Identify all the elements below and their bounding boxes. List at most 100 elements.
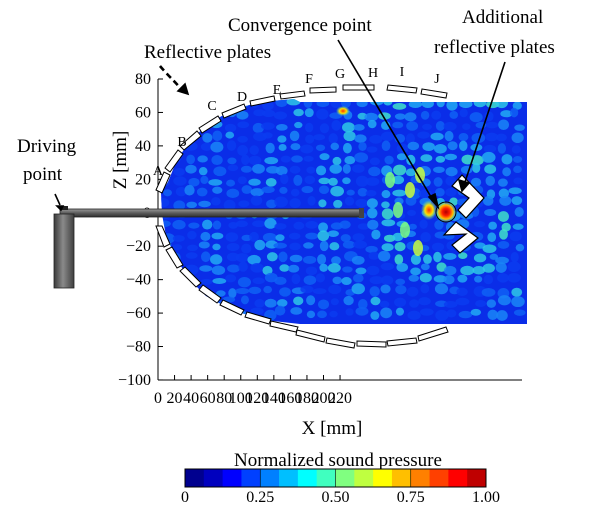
field-highlight (405, 182, 415, 198)
field-blob (459, 140, 468, 152)
x-tick-label: 40 (183, 390, 199, 407)
field-blob (248, 286, 262, 295)
field-blob (185, 300, 197, 308)
field-blob (184, 184, 195, 196)
field-blob (495, 262, 507, 273)
field-blob (471, 132, 486, 143)
field-blob (434, 220, 444, 230)
field-blob (227, 157, 237, 165)
field-blob (380, 262, 395, 271)
convergence-arrowhead (427, 192, 440, 210)
field-blob (381, 243, 394, 252)
transducer-cylinder (53, 213, 75, 289)
plate-letter-g: G (335, 67, 345, 82)
field-blob (301, 185, 314, 194)
field-blob (352, 233, 365, 242)
field-blob (237, 176, 247, 185)
field-blob (163, 142, 174, 151)
field-blob (280, 173, 289, 185)
field-blob (482, 263, 495, 273)
field-blob (511, 296, 525, 308)
field-blob (328, 284, 342, 295)
x-tick-label: 100 (229, 390, 253, 407)
field-blob (200, 175, 209, 185)
field-blob (392, 121, 404, 129)
convergence-hotspot (435, 201, 457, 223)
field-blob (384, 155, 394, 165)
field-blob (342, 177, 351, 185)
field-blob (344, 156, 356, 165)
field-blob (250, 195, 263, 206)
field-blob (408, 100, 423, 109)
field-blob (248, 155, 262, 166)
field-blob (340, 234, 351, 242)
field-blob (249, 145, 259, 156)
field-blob (407, 209, 417, 216)
field-blob (240, 295, 249, 305)
field-blob (161, 129, 171, 141)
plate-letters: AB C D E F G H I J (153, 65, 440, 179)
field-blob (370, 296, 381, 306)
field-blob (380, 275, 394, 286)
field-blob (511, 145, 521, 154)
field-blob (161, 300, 169, 307)
secondary-hotspot (421, 200, 437, 220)
field-blob (252, 220, 266, 228)
field-blob (196, 308, 209, 319)
field-blob (173, 100, 182, 108)
field-blob (355, 267, 367, 275)
field-blob (162, 274, 171, 285)
field-blob (449, 110, 459, 119)
field-blob (226, 188, 240, 199)
field-blob (436, 99, 445, 108)
field-blob (331, 120, 342, 131)
field-blob (355, 175, 369, 187)
field-blob (367, 207, 378, 219)
plate-letter-c: C (207, 99, 216, 114)
reflective-plates (155, 84, 449, 349)
field-blob (507, 261, 521, 272)
field-blob (198, 167, 208, 176)
field-blob (306, 166, 316, 174)
field-blob (291, 155, 303, 163)
field-blob (199, 265, 213, 272)
field-blob (352, 273, 364, 283)
field-blob (312, 288, 327, 295)
plate-i (386, 84, 418, 94)
x-axis-label: X [mm] (302, 418, 363, 439)
field-blob (431, 110, 442, 120)
field-blob (495, 133, 507, 142)
convergence-point-label: Convergence point (228, 15, 372, 36)
field-blob (444, 130, 454, 142)
field-blob (510, 251, 519, 263)
field-blob (511, 287, 523, 297)
plate-lower-2 (165, 246, 184, 269)
colorbar-segment (297, 469, 318, 487)
field-blob (458, 252, 468, 260)
field-blob (447, 141, 458, 151)
field-blob (211, 265, 226, 276)
field-blob (404, 112, 417, 122)
field-blob (289, 165, 301, 174)
field-blob (495, 256, 509, 265)
field-blob (497, 295, 511, 306)
field-blob (422, 123, 432, 130)
field-blob (410, 254, 422, 265)
field-blob (247, 254, 261, 265)
field-blob (212, 243, 221, 251)
field-blob (212, 186, 223, 194)
field-blob (513, 165, 522, 174)
field-blob (434, 143, 447, 154)
colorbar-segment (260, 469, 280, 487)
field-blob (392, 232, 404, 242)
field-blob (262, 232, 277, 242)
field-blob (406, 121, 419, 131)
field-blob (351, 255, 365, 265)
field-blob (264, 298, 277, 308)
additional-plate-lower (442, 221, 479, 254)
field-blob (305, 232, 319, 240)
field-blob (304, 108, 314, 118)
field-blob (274, 196, 288, 208)
field-blob (260, 122, 275, 130)
field-blob (304, 175, 316, 185)
